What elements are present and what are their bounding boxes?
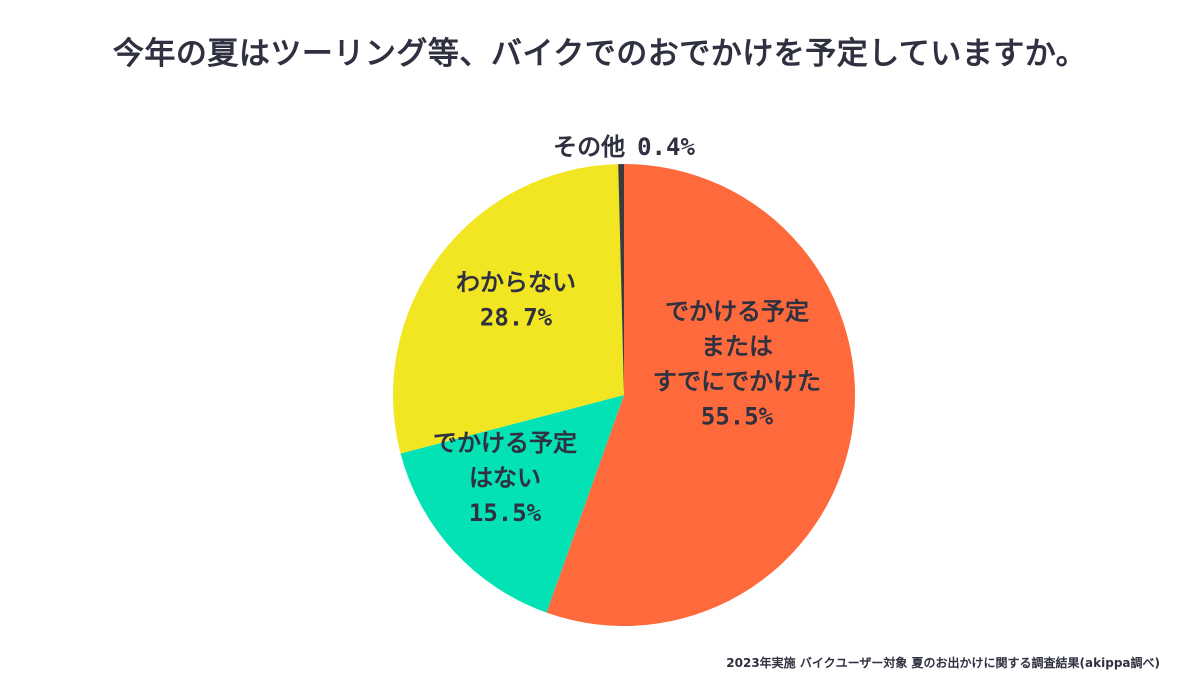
pie-label-3-name: その他 <box>553 133 625 161</box>
source-note: 2023年実施 バイクユーザー対象 夏のお出かけに関する調査結果(akippa調… <box>726 656 1160 670</box>
chart-title: 今年の夏はツーリング等、バイクでのおでかけを予定していますか。 <box>112 36 1088 72</box>
pie-label-1-line-1: はない <box>469 464 541 492</box>
pie-value-label-2: 28.7% <box>480 304 553 332</box>
pie-slice-1 <box>400 395 624 613</box>
pie-slice-3 <box>618 163 624 395</box>
pie-label-0-line-1: または <box>701 333 773 361</box>
pie-slice-0 <box>546 164 856 626</box>
pie-label-3-value: 0.4% <box>637 133 695 161</box>
pie-label-0-line-2: すでにでかけた <box>653 368 821 396</box>
pie-label-1-line-0: でかける予定 <box>433 429 577 457</box>
pie-label-0-line-0: でかける予定 <box>665 298 809 326</box>
pie-value-label-1: 15.5% <box>469 499 542 527</box>
pie-value-label-0: 55.5% <box>701 403 774 431</box>
pie-slice-2 <box>393 164 624 454</box>
pie-label-2-line-0: わからない <box>456 269 576 297</box>
pie-label-3: その他 0.4% <box>553 133 695 161</box>
